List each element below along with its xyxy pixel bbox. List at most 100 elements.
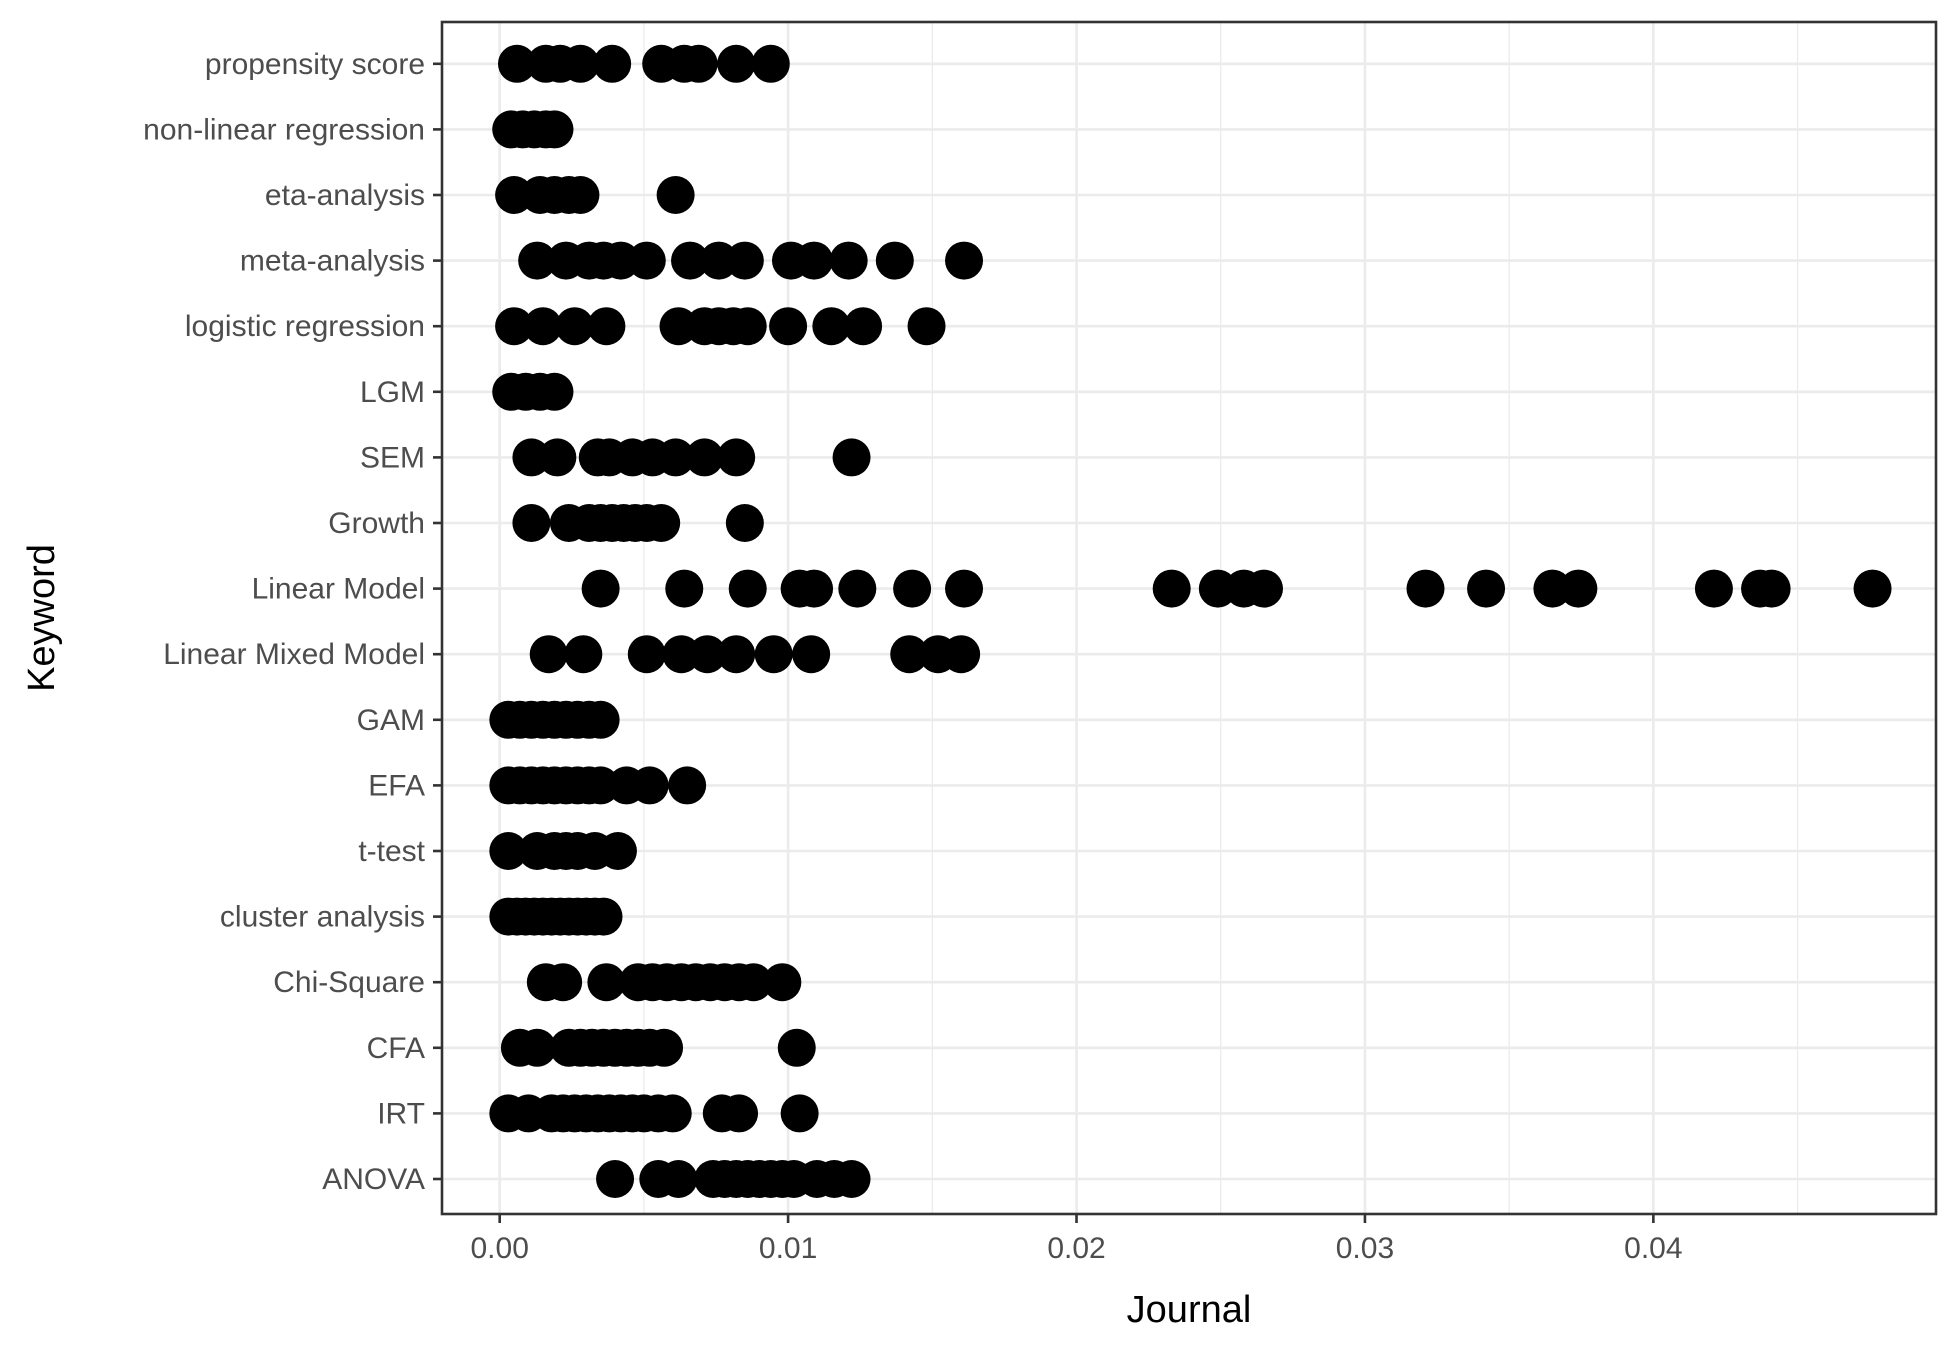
point-logistic-regression-3 bbox=[587, 307, 626, 346]
point-linear-model-18 bbox=[1752, 569, 1791, 608]
point-linear-mixed-model-10 bbox=[942, 635, 981, 674]
point-meta-analysis-13 bbox=[945, 241, 984, 280]
point-meta-analysis-0 bbox=[518, 241, 557, 280]
grid-lines bbox=[442, 22, 1936, 1214]
point-gam-8 bbox=[581, 700, 620, 739]
x-axis: 0.00 0.01 0.02 0.03 0.04 bbox=[470, 1214, 1683, 1265]
point-linear-model-0 bbox=[581, 569, 620, 608]
x-tick-label-0: 0.00 bbox=[470, 1232, 528, 1265]
point-linear-model-4 bbox=[795, 569, 834, 608]
plot-panel bbox=[440, 20, 1938, 1216]
point-t-test-6 bbox=[598, 832, 637, 870]
point-linear-mixed-model-5 bbox=[717, 635, 756, 674]
y-tick-label-growth: Growth bbox=[328, 507, 425, 540]
point-linear-mixed-model-4 bbox=[688, 635, 727, 674]
point-sem-1 bbox=[538, 438, 577, 477]
y-tick-label-chi-square: Chi-Square bbox=[273, 966, 425, 999]
point-chi-square-2 bbox=[587, 963, 626, 1002]
point-growth-9 bbox=[725, 504, 764, 542]
point-linear-mixed-model-8 bbox=[890, 635, 929, 674]
y-tick-label-cluster-analysis: cluster analysis bbox=[220, 901, 425, 934]
point-logistic-regression-2 bbox=[555, 307, 594, 346]
point-linear-model-14 bbox=[1533, 569, 1572, 608]
y-tick-label-linear-model: Linear Model bbox=[252, 573, 425, 606]
y-tick-label-propensity-score: propensity score bbox=[205, 48, 425, 81]
y-tick-label-lgm: LGM bbox=[360, 376, 425, 409]
point-propensity-score-0 bbox=[497, 44, 536, 83]
point-meta-analysis-7 bbox=[699, 241, 738, 280]
point-anova-13 bbox=[832, 1160, 871, 1198]
point-irt-14 bbox=[720, 1094, 759, 1133]
y-tick-label-efa: EFA bbox=[368, 769, 425, 802]
point-linear-model-1 bbox=[665, 569, 704, 608]
point-logistic-regression-11 bbox=[844, 307, 883, 346]
y-tick-label-sem: SEM bbox=[360, 441, 425, 474]
point-linear-model-11 bbox=[1244, 569, 1283, 608]
point-linear-mixed-model-0 bbox=[529, 635, 568, 674]
point-linear-mixed-model-6 bbox=[754, 635, 793, 674]
point-logistic-regression-10 bbox=[812, 307, 851, 346]
point-efa-11 bbox=[668, 766, 707, 805]
x-tick-label-3: 0.03 bbox=[1336, 1232, 1394, 1265]
point-linear-model-15 bbox=[1559, 569, 1598, 608]
point-eta-analysis-4 bbox=[561, 176, 600, 214]
point-linear-model-2 bbox=[728, 569, 767, 608]
point-linear-mixed-model-7 bbox=[792, 635, 831, 674]
point-eta-analysis-5 bbox=[656, 176, 695, 214]
point-linear-mixed-model-3 bbox=[662, 635, 701, 674]
y-axis-title: Keyword bbox=[21, 544, 63, 692]
point-logistic-regression-1 bbox=[523, 307, 562, 346]
point-propensity-score-8 bbox=[717, 44, 756, 83]
point-meta-analysis-8 bbox=[725, 241, 764, 280]
point-sem-8 bbox=[717, 438, 756, 477]
point-linear-model-16 bbox=[1694, 569, 1733, 608]
point-cfa-1 bbox=[518, 1028, 557, 1067]
point-logistic-regression-0 bbox=[495, 307, 534, 346]
point-propensity-score-9 bbox=[751, 44, 790, 83]
y-tick-label-meta-analysis: meta-analysis bbox=[240, 245, 425, 278]
point-chi-square-12 bbox=[763, 963, 802, 1002]
point-meta-analysis-6 bbox=[671, 241, 710, 280]
point-cfa-11 bbox=[777, 1028, 816, 1067]
y-tick-label-anova: ANOVA bbox=[322, 1163, 425, 1196]
point-eta-analysis-0 bbox=[495, 176, 534, 214]
point-meta-analysis-12 bbox=[875, 241, 914, 280]
point-non-linear-regression-4 bbox=[535, 110, 574, 149]
point-sem-0 bbox=[512, 438, 551, 477]
point-irt-12 bbox=[653, 1094, 692, 1133]
point-linear-model-12 bbox=[1406, 569, 1445, 608]
y-tick-label-eta-analysis: eta-analysis bbox=[265, 179, 425, 212]
point-lgm-3 bbox=[535, 372, 574, 411]
point-linear-model-19 bbox=[1853, 569, 1892, 608]
y-tick-label-logistic-regression: logistic regression bbox=[185, 310, 425, 343]
point-meta-analysis-4 bbox=[601, 241, 640, 280]
y-tick-label-linear-mixed-model: Linear Mixed Model bbox=[163, 638, 425, 671]
point-propensity-score-4 bbox=[593, 44, 632, 83]
point-chi-square-11 bbox=[734, 963, 773, 1002]
point-anova-0 bbox=[596, 1160, 635, 1198]
y-tick-label-gam: GAM bbox=[357, 704, 425, 737]
point-meta-analysis-11 bbox=[829, 241, 868, 280]
point-linear-model-5 bbox=[838, 569, 877, 608]
y-tick-label-irt: IRT bbox=[377, 1097, 425, 1130]
panel-border bbox=[440, 20, 1938, 1216]
x-tick-label-4: 0.04 bbox=[1624, 1232, 1682, 1265]
point-propensity-score-3 bbox=[561, 44, 600, 83]
point-efa-8 bbox=[581, 766, 620, 805]
point-t-test-0 bbox=[489, 832, 528, 870]
x-tick-label-1: 0.01 bbox=[759, 1232, 817, 1265]
point-meta-analysis-5 bbox=[627, 241, 666, 280]
y-tick-label-cfa: CFA bbox=[367, 1032, 425, 1065]
point-anova-2 bbox=[659, 1160, 698, 1198]
point-sem-9 bbox=[832, 438, 871, 477]
point-logistic-regression-9 bbox=[769, 307, 808, 346]
point-growth-0 bbox=[512, 504, 551, 542]
y-axis: ANOVA IRT CFA Chi-Square cluster analysis t-t… bbox=[143, 48, 442, 1196]
y-tick-label-t-test: t-test bbox=[358, 835, 425, 868]
point-logistic-regression-4 bbox=[659, 307, 698, 346]
x-tick-label-2: 0.02 bbox=[1047, 1232, 1105, 1265]
data-points bbox=[489, 44, 1892, 1198]
point-linear-mixed-model-1 bbox=[564, 635, 603, 674]
point-growth-8 bbox=[642, 504, 681, 542]
